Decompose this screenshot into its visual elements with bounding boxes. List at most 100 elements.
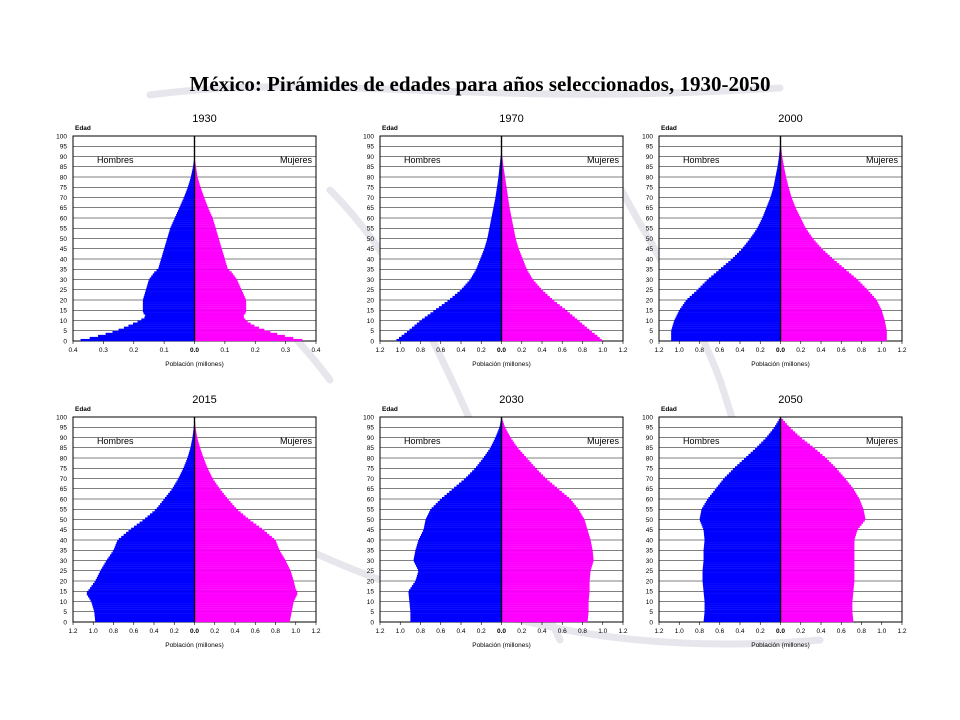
male-bar <box>192 437 195 440</box>
pyramid-panel: 2015 Edad 0 5 10 15 20 25 30 35 40 45 50 55 60 65 70 75 80… <box>56 394 321 649</box>
male-bar <box>154 509 195 512</box>
male-bar <box>114 546 195 549</box>
male-bar <box>499 425 502 428</box>
male-bar <box>773 427 781 430</box>
female-bar <box>194 566 290 569</box>
male-bar <box>104 562 195 565</box>
female-bar <box>780 179 787 182</box>
female-bar <box>194 619 290 623</box>
female-bar <box>780 218 802 221</box>
y-tick-label: 5 <box>63 609 67 616</box>
female-bar <box>780 181 788 184</box>
male-bar <box>702 583 781 586</box>
female-bar <box>194 261 226 264</box>
female-bar <box>780 228 807 231</box>
female-bar <box>501 556 594 559</box>
female-bar <box>194 591 298 594</box>
female-bar <box>194 302 247 305</box>
male-bar <box>704 611 781 614</box>
female-bar <box>194 289 243 292</box>
female-bar <box>780 421 786 424</box>
male-bar <box>495 195 502 198</box>
female-bar <box>194 515 246 518</box>
female-bar <box>501 540 591 543</box>
male-bar <box>416 322 502 325</box>
female-bar <box>780 484 851 487</box>
female-bar <box>780 468 838 471</box>
male-bar <box>703 593 781 596</box>
female-bar <box>501 322 583 325</box>
female-bar <box>194 462 206 465</box>
male-bar <box>679 308 781 311</box>
male-bar <box>86 591 195 594</box>
male-bar <box>466 476 502 479</box>
male-bar <box>486 451 502 455</box>
female-bar <box>780 501 861 504</box>
x-tick-label: 1.0 <box>396 628 405 635</box>
male-bar <box>490 222 502 225</box>
y-tick-label: 75 <box>60 185 68 192</box>
male-bar <box>494 437 502 440</box>
x-tick-label: 1.0 <box>598 347 607 354</box>
x-tick-label: 1.0 <box>675 347 684 354</box>
male-bar <box>748 453 781 457</box>
female-bar <box>780 494 858 498</box>
male-bar <box>704 537 781 541</box>
female-bar <box>194 246 222 249</box>
x-tick-label: 0.8 <box>416 347 425 354</box>
female-bar <box>780 304 880 307</box>
male-bar <box>458 482 502 485</box>
female-bar <box>501 552 593 555</box>
female-bar <box>194 232 218 235</box>
female-bar <box>501 521 586 524</box>
female-bar <box>194 172 198 176</box>
male-bar <box>700 513 781 516</box>
male-bar <box>142 300 195 303</box>
x-tick-label: 0.3 <box>281 347 290 354</box>
male-bar <box>142 304 195 307</box>
x-axis-label: Población (millones) <box>751 361 810 368</box>
female-bar <box>194 525 260 528</box>
female-bar <box>780 570 855 573</box>
female-bar <box>780 540 855 543</box>
male-bar <box>704 599 781 602</box>
female-bar <box>501 232 515 235</box>
female-bar <box>780 458 828 461</box>
male-bar <box>698 287 781 290</box>
female-bar <box>780 433 798 436</box>
y-tick-label: 60 <box>367 215 375 222</box>
x-tick-label: 0.8 <box>271 628 280 635</box>
male-bar <box>500 423 502 426</box>
male-bar <box>163 250 195 253</box>
x-tick-label: 0.8 <box>857 347 866 354</box>
female-bar <box>501 451 523 455</box>
female-bar <box>780 170 786 174</box>
female-bar <box>194 300 247 303</box>
y-tick-label: 20 <box>60 578 68 585</box>
male-bar <box>97 574 195 578</box>
male-bar <box>493 439 502 442</box>
female-bar <box>501 320 580 323</box>
male-bar <box>767 435 781 438</box>
y-tick-label: 15 <box>60 589 68 596</box>
male-bar <box>187 455 195 459</box>
female-bar <box>194 222 215 225</box>
male-bar <box>703 585 781 588</box>
male-bar <box>499 166 502 169</box>
female-bar <box>780 197 793 200</box>
female-bar <box>780 515 865 518</box>
female-bar <box>194 338 303 342</box>
panel-title: 1930 <box>192 113 216 125</box>
female-bar <box>194 572 292 575</box>
y-tick-label: 25 <box>646 568 654 575</box>
female-bar <box>780 478 847 481</box>
male-bar <box>742 246 781 249</box>
male-bar <box>777 164 781 167</box>
male-bar <box>414 324 502 327</box>
y-tick-label: 0 <box>649 338 653 345</box>
male-bar <box>145 314 195 317</box>
male-bar <box>480 460 502 463</box>
female-bar <box>501 275 532 278</box>
y-tick-label: 85 <box>60 164 68 171</box>
male-bar <box>703 548 781 551</box>
